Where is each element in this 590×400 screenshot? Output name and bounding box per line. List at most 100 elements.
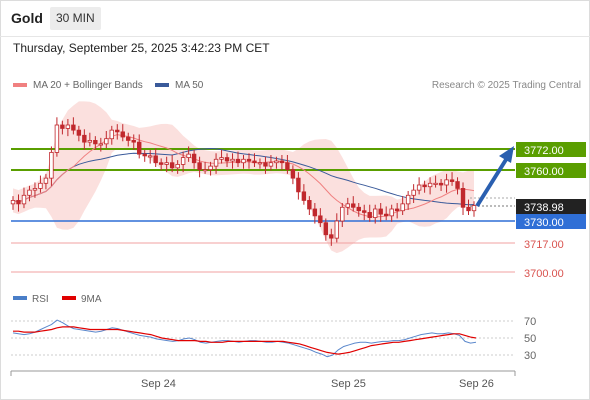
candle-body xyxy=(38,182,43,189)
resistance-2-label: 3772.00 xyxy=(524,145,564,157)
candle-body xyxy=(235,158,241,164)
candle-body xyxy=(400,203,405,212)
candle-body xyxy=(279,160,285,164)
pivot-tag xyxy=(516,214,586,229)
candle-body xyxy=(65,124,71,129)
candle-body xyxy=(455,181,460,189)
legend-ma20-label: MA 20 + Bollinger Bands xyxy=(33,80,143,91)
candle-body xyxy=(257,162,263,165)
candle-body xyxy=(367,212,372,218)
candle-body xyxy=(54,124,60,153)
ma20-swatch xyxy=(13,83,27,88)
candle-body xyxy=(197,162,202,170)
candle-body xyxy=(383,213,389,217)
support-1-label: 3717.00 xyxy=(524,239,564,251)
candle-body xyxy=(296,177,301,193)
candle-body xyxy=(219,157,224,160)
candle-body xyxy=(191,153,197,164)
candle-body xyxy=(427,182,433,188)
candle-body xyxy=(224,157,230,162)
candle-body xyxy=(142,153,147,157)
candle-body xyxy=(16,200,21,205)
candle-body xyxy=(301,191,307,201)
resistance-1-tag xyxy=(516,163,586,178)
research-credit: Research © 2025 Trading Central xyxy=(431,80,581,91)
candle-body xyxy=(471,205,477,212)
candle-body xyxy=(460,188,466,208)
candle-body xyxy=(71,124,76,131)
candle-body xyxy=(76,129,82,136)
candle-body xyxy=(351,203,356,208)
candle-body xyxy=(208,165,213,170)
candle-body xyxy=(109,129,114,140)
candle-body xyxy=(438,182,444,186)
candle-body xyxy=(405,194,411,205)
ma50-line xyxy=(12,147,475,206)
rsi-ma-swatch xyxy=(62,296,76,300)
candle-body xyxy=(307,200,312,210)
candle-body xyxy=(318,215,323,224)
candle-body xyxy=(186,153,191,158)
candle-body xyxy=(329,234,334,239)
candle-body xyxy=(274,160,279,164)
candle-body xyxy=(422,184,427,188)
candle-body xyxy=(10,200,16,205)
rsi-tick-30: 30 xyxy=(524,350,536,362)
rsi-ma-line xyxy=(13,326,477,355)
candle-body xyxy=(312,208,318,217)
timeframe-button[interactable]: 30 MIN xyxy=(50,7,101,30)
candle-body xyxy=(252,160,257,164)
ma50-swatch xyxy=(155,83,169,88)
candle-body xyxy=(158,162,164,165)
candle-body xyxy=(411,189,416,196)
candles xyxy=(10,117,477,246)
candle-body xyxy=(268,162,274,167)
candle-body xyxy=(104,138,109,145)
header-bar: Gold 30 MIN xyxy=(0,0,590,37)
candle-body xyxy=(449,179,455,182)
candle-body xyxy=(169,162,175,169)
candle-body xyxy=(433,182,438,185)
candle-body xyxy=(290,169,296,179)
candle-body xyxy=(120,131,125,138)
candle-body xyxy=(389,208,394,217)
candle-body xyxy=(246,158,252,162)
candle-body xyxy=(378,208,383,215)
candle-body xyxy=(285,162,290,170)
resistance-1-label: 3760.00 xyxy=(524,166,564,178)
candle-body xyxy=(21,194,27,205)
candle-body xyxy=(32,188,38,191)
candle-body xyxy=(93,140,98,145)
candle-body xyxy=(444,179,449,186)
bollinger-band xyxy=(13,101,474,254)
candle-body xyxy=(180,157,186,165)
candle-body xyxy=(82,134,87,143)
candle-body xyxy=(230,158,235,162)
forecast-arrowhead xyxy=(499,146,514,163)
pivot-label: 3730.00 xyxy=(524,217,564,229)
candle-body xyxy=(241,158,246,164)
candle-body xyxy=(340,206,345,222)
instrument-title: Gold xyxy=(11,10,43,26)
candle-body xyxy=(323,222,329,236)
candle-body xyxy=(98,143,104,146)
rsi-swatch xyxy=(13,296,27,300)
candle-body xyxy=(202,169,208,172)
candle-body xyxy=(153,155,158,164)
legend-ma50-label: MA 50 xyxy=(175,80,204,91)
candle-body xyxy=(373,208,378,218)
last-price-label: 3738.98 xyxy=(524,202,564,214)
support-2-label: 3700.00 xyxy=(524,268,564,280)
candle-body xyxy=(87,140,93,143)
candle-body xyxy=(175,164,180,169)
rsi-tick-50: 50 xyxy=(524,333,536,345)
last-price-tag xyxy=(516,199,586,214)
candle-body xyxy=(416,184,422,191)
candle-body xyxy=(60,124,65,129)
x-label-sep25: Sep 25 xyxy=(331,378,366,390)
candle-body xyxy=(27,189,32,196)
candle-body xyxy=(148,155,153,158)
resistance-2-tag xyxy=(516,142,586,157)
x-label-sep24: Sep 24 xyxy=(141,378,176,390)
